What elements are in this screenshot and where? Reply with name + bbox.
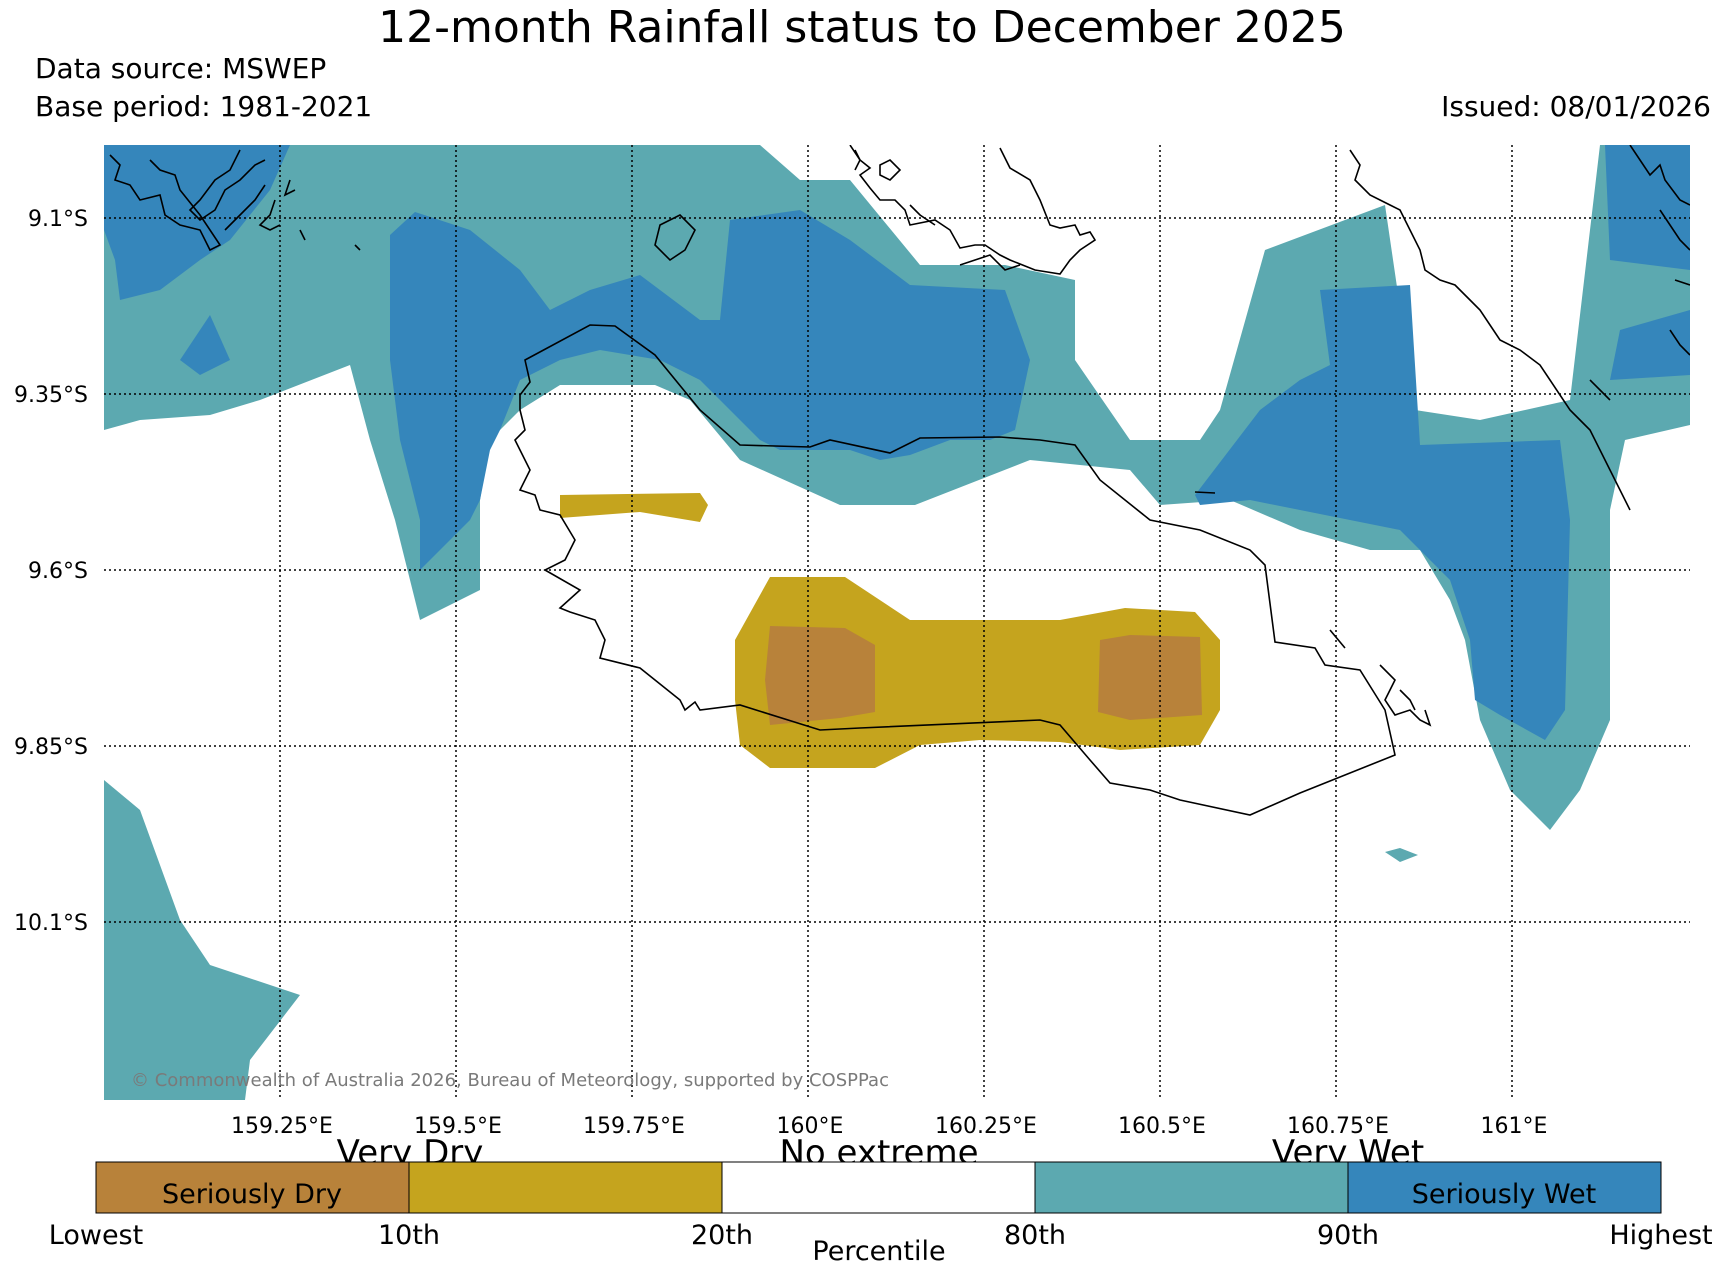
lon-label: 159.75°E [583, 1114, 685, 1139]
lon-label: 161°E [1481, 1114, 1548, 1139]
lat-label: 9.85°S [14, 735, 88, 760]
lon-label: 160.75°E [1287, 1114, 1389, 1139]
seriously-dry-areas [765, 626, 1202, 725]
longitude-labels: 159.25°E 159.5°E 159.75°E 160°E 160.25°E… [231, 1114, 1547, 1139]
legend-tick: Highest [1609, 1220, 1712, 1251]
legend-tick: 80th [1004, 1220, 1066, 1251]
legend-label-seriously-dry: Seriously Dry [162, 1179, 342, 1210]
legend-label-seriously-wet: Seriously Wet [1412, 1179, 1596, 1210]
data-source: Data source: MSWEP [35, 52, 327, 85]
base-period: Base period: 1981-2021 [35, 90, 373, 123]
issued-date: Issued: 08/01/2026 [1441, 90, 1711, 123]
legend-tick: Lowest [49, 1220, 143, 1251]
legend-swatch-no-extreme [721, 1161, 1036, 1214]
lon-label: 159.5°E [414, 1114, 502, 1139]
copyright-notice: © Commonwealth of Australia 2026, Bureau… [131, 1070, 889, 1091]
map-title: 12-month Rainfall status to December 202… [378, 2, 1346, 53]
very-dry-areas [560, 493, 1220, 768]
coastlines [109, 145, 1690, 816]
legend-axis-label: Percentile [812, 1236, 945, 1265]
lon-label: 159.25°E [231, 1114, 333, 1139]
colorbar-legend: Very Dry No extreme Very Wet Seriously D… [49, 1133, 1713, 1265]
lat-label: 10.1°S [14, 911, 88, 936]
legend-swatch-very-dry [408, 1161, 723, 1214]
latitude-labels: 9.1°S 9.35°S 9.6°S 9.85°S 10.1°S [14, 207, 88, 936]
legend-tick: 10th [378, 1220, 440, 1251]
legend-swatch-very-wet [1034, 1161, 1349, 1214]
graticule [104, 145, 1690, 1100]
lat-label: 9.6°S [28, 559, 88, 584]
legend-tick: 20th [691, 1220, 753, 1251]
lon-label: 160.25°E [935, 1114, 1037, 1139]
lon-label: 160.5°E [1118, 1114, 1206, 1139]
legend-swatch-seriously-wet [1347, 1161, 1662, 1214]
seriously-wet-areas [104, 145, 1690, 740]
lat-label: 9.35°S [14, 383, 88, 408]
map-panel: © Commonwealth of Australia 2026, Bureau… [104, 145, 1690, 1100]
legend-tick: 90th [1317, 1220, 1379, 1251]
lon-label: 160°E [777, 1114, 844, 1139]
lat-label: 9.1°S [28, 207, 88, 232]
